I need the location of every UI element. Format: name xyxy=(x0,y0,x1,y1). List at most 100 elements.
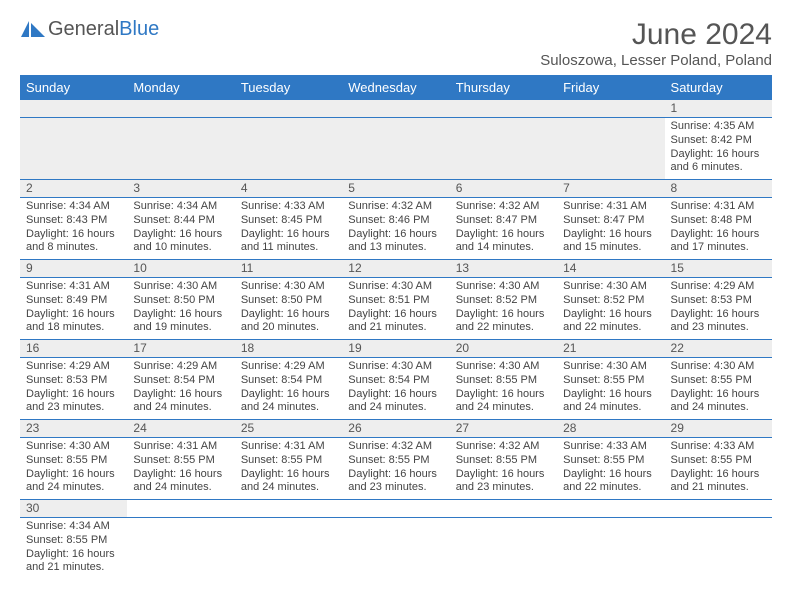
daylight-line1: Daylight: 16 hours xyxy=(456,468,551,482)
day-number-cell: 17 xyxy=(127,340,234,358)
sunset-text: Sunset: 8:55 PM xyxy=(26,534,121,548)
day-data-cell: Sunrise: 4:34 AMSunset: 8:44 PMDaylight:… xyxy=(127,198,234,260)
day-number-cell: 7 xyxy=(557,180,664,198)
day-number-cell: 5 xyxy=(342,180,449,198)
sunset-text: Sunset: 8:43 PM xyxy=(26,214,121,228)
day-data-cell: Sunrise: 4:30 AMSunset: 8:51 PMDaylight:… xyxy=(342,278,449,340)
day-number-cell: 21 xyxy=(557,340,664,358)
day-number-row: 2345678 xyxy=(20,180,772,198)
daylight-line2: and 10 minutes. xyxy=(133,241,228,255)
weekday-header: Thursday xyxy=(450,75,557,100)
sunrise-text: Sunrise: 4:31 AM xyxy=(26,280,121,294)
sunrise-text: Sunrise: 4:33 AM xyxy=(563,440,658,454)
daylight-line1: Daylight: 16 hours xyxy=(26,388,121,402)
day-data-cell xyxy=(450,518,557,580)
sunset-text: Sunset: 8:45 PM xyxy=(241,214,336,228)
day-data-cell xyxy=(557,518,664,580)
daylight-line2: and 22 minutes. xyxy=(456,321,551,335)
daylight-line2: and 22 minutes. xyxy=(563,481,658,495)
day-number: 16 xyxy=(26,341,121,356)
day-number: 5 xyxy=(348,181,443,196)
day-number: 4 xyxy=(241,181,336,196)
sunrise-text: Sunrise: 4:31 AM xyxy=(671,200,766,214)
day-data-cell: Sunrise: 4:34 AMSunset: 8:43 PMDaylight:… xyxy=(20,198,127,260)
day-data-cell: Sunrise: 4:30 AMSunset: 8:52 PMDaylight:… xyxy=(557,278,664,340)
sunrise-text: Sunrise: 4:30 AM xyxy=(26,440,121,454)
weekday-header: Tuesday xyxy=(235,75,342,100)
sunrise-text: Sunrise: 4:30 AM xyxy=(456,360,551,374)
day-number: 29 xyxy=(671,421,766,436)
day-data-cell xyxy=(342,518,449,580)
day-number: 28 xyxy=(563,421,658,436)
daylight-line1: Daylight: 16 hours xyxy=(26,468,121,482)
day-number-cell: 28 xyxy=(557,420,664,438)
daylight-line1: Daylight: 16 hours xyxy=(241,228,336,242)
day-data-row: Sunrise: 4:34 AMSunset: 8:55 PMDaylight:… xyxy=(20,518,772,580)
sunset-text: Sunset: 8:55 PM xyxy=(563,374,658,388)
day-number-cell xyxy=(127,100,234,118)
sunrise-text: Sunrise: 4:29 AM xyxy=(671,280,766,294)
sunset-text: Sunset: 8:54 PM xyxy=(348,374,443,388)
day-number: 24 xyxy=(133,421,228,436)
daylight-line1: Daylight: 16 hours xyxy=(133,228,228,242)
day-data-cell: Sunrise: 4:29 AMSunset: 8:53 PMDaylight:… xyxy=(20,358,127,420)
day-number-cell: 23 xyxy=(20,420,127,438)
sunset-text: Sunset: 8:55 PM xyxy=(563,454,658,468)
sunrise-text: Sunrise: 4:33 AM xyxy=(241,200,336,214)
sunrise-text: Sunrise: 4:30 AM xyxy=(456,280,551,294)
day-number-cell: 16 xyxy=(20,340,127,358)
sunset-text: Sunset: 8:53 PM xyxy=(671,294,766,308)
day-data-cell: Sunrise: 4:31 AMSunset: 8:47 PMDaylight:… xyxy=(557,198,664,260)
day-number: 15 xyxy=(671,261,766,276)
day-number-cell: 13 xyxy=(450,260,557,278)
daylight-line2: and 24 minutes. xyxy=(133,481,228,495)
day-number: 17 xyxy=(133,341,228,356)
day-number-row: 1 xyxy=(20,100,772,118)
daylight-line2: and 22 minutes. xyxy=(563,321,658,335)
daylight-line1: Daylight: 16 hours xyxy=(348,468,443,482)
sunrise-text: Sunrise: 4:31 AM xyxy=(563,200,658,214)
month-title: June 2024 xyxy=(540,18,772,52)
day-data-cell xyxy=(20,118,127,180)
day-data-row: Sunrise: 4:31 AMSunset: 8:49 PMDaylight:… xyxy=(20,278,772,340)
day-data-cell: Sunrise: 4:29 AMSunset: 8:54 PMDaylight:… xyxy=(235,358,342,420)
daylight-line1: Daylight: 16 hours xyxy=(348,228,443,242)
sunset-text: Sunset: 8:52 PM xyxy=(456,294,551,308)
sunset-text: Sunset: 8:55 PM xyxy=(456,454,551,468)
day-number-cell: 15 xyxy=(665,260,772,278)
calendar-table: Sunday Monday Tuesday Wednesday Thursday… xyxy=(20,75,772,579)
sunrise-text: Sunrise: 4:31 AM xyxy=(133,440,228,454)
day-data-cell: Sunrise: 4:30 AMSunset: 8:55 PMDaylight:… xyxy=(450,358,557,420)
sunset-text: Sunset: 8:47 PM xyxy=(563,214,658,228)
sunset-text: Sunset: 8:50 PM xyxy=(241,294,336,308)
day-data-cell: Sunrise: 4:31 AMSunset: 8:49 PMDaylight:… xyxy=(20,278,127,340)
daylight-line2: and 21 minutes. xyxy=(26,561,121,575)
sunrise-text: Sunrise: 4:32 AM xyxy=(456,200,551,214)
day-number-cell: 9 xyxy=(20,260,127,278)
daylight-line2: and 17 minutes. xyxy=(671,241,766,255)
day-data-cell: Sunrise: 4:30 AMSunset: 8:52 PMDaylight:… xyxy=(450,278,557,340)
day-data-cell xyxy=(127,518,234,580)
day-number-cell: 6 xyxy=(450,180,557,198)
sunrise-text: Sunrise: 4:34 AM xyxy=(133,200,228,214)
daylight-line1: Daylight: 16 hours xyxy=(133,308,228,322)
day-number: 20 xyxy=(456,341,551,356)
day-number-cell: 29 xyxy=(665,420,772,438)
weekday-header: Saturday xyxy=(665,75,772,100)
day-data-cell: Sunrise: 4:30 AMSunset: 8:50 PMDaylight:… xyxy=(127,278,234,340)
day-number-cell xyxy=(342,500,449,518)
day-data-row: Sunrise: 4:35 AMSunset: 8:42 PMDaylight:… xyxy=(20,118,772,180)
sunset-text: Sunset: 8:51 PM xyxy=(348,294,443,308)
daylight-line2: and 24 minutes. xyxy=(241,481,336,495)
daylight-line1: Daylight: 16 hours xyxy=(348,388,443,402)
day-number-cell xyxy=(235,100,342,118)
day-number: 12 xyxy=(348,261,443,276)
daylight-line2: and 23 minutes. xyxy=(26,401,121,415)
day-number: 3 xyxy=(133,181,228,196)
day-number-cell: 27 xyxy=(450,420,557,438)
sunrise-text: Sunrise: 4:30 AM xyxy=(563,280,658,294)
day-number-cell: 14 xyxy=(557,260,664,278)
daylight-line1: Daylight: 16 hours xyxy=(456,308,551,322)
sunset-text: Sunset: 8:47 PM xyxy=(456,214,551,228)
sunrise-text: Sunrise: 4:30 AM xyxy=(241,280,336,294)
